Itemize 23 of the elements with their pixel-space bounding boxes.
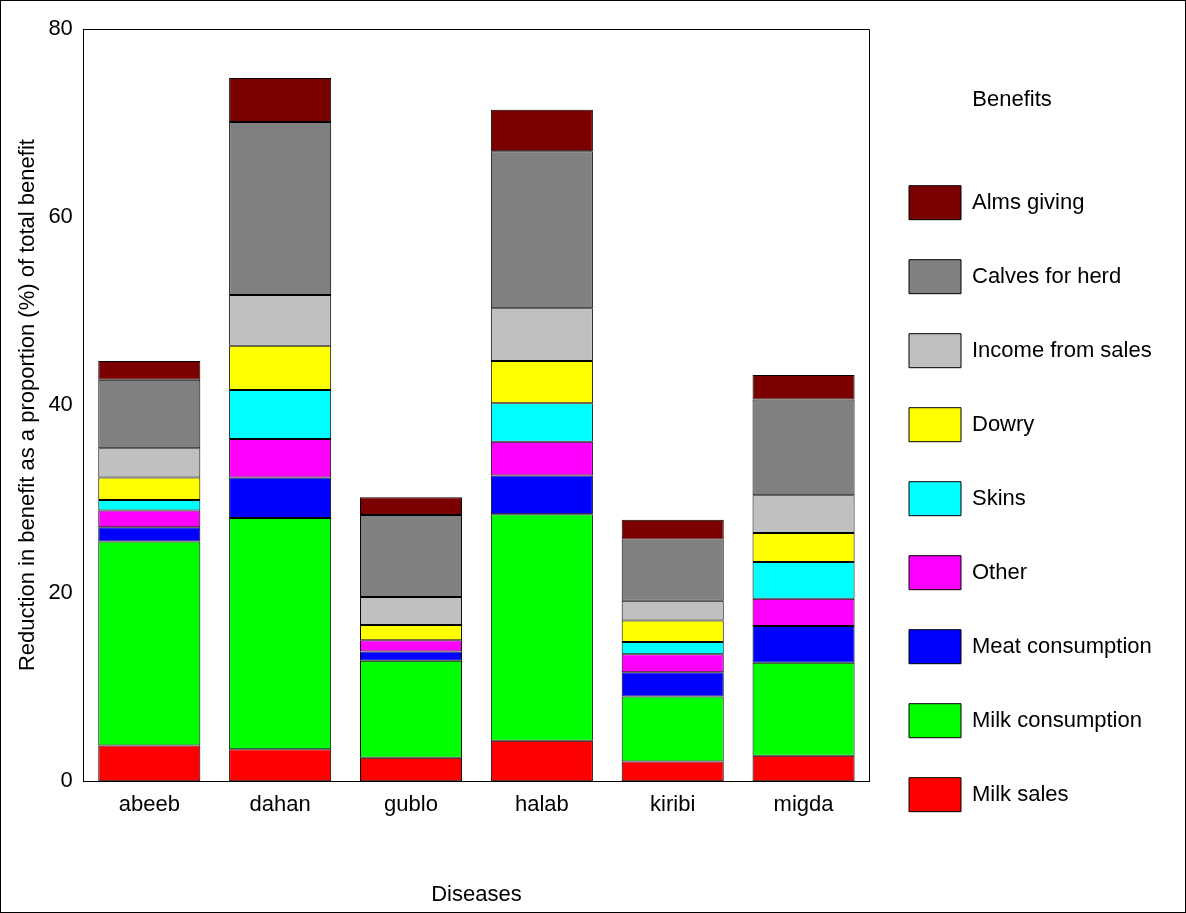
x-tick-label: dahan xyxy=(249,791,311,817)
x-tick-label: gublo xyxy=(384,791,438,817)
legend-label: Income from sales xyxy=(972,336,1152,362)
x-tick-label: abeeb xyxy=(118,791,180,817)
legend-label: Other xyxy=(972,558,1028,584)
legend-label: Meat consumption xyxy=(972,632,1152,658)
y-tick-label: 60 xyxy=(48,203,73,229)
y-tick-label: 80 xyxy=(48,15,73,41)
x-tick-label: kiribi xyxy=(650,791,696,817)
legend-label: Skins xyxy=(972,484,1026,510)
y-tick-label: 20 xyxy=(48,579,73,605)
legend-label: Milk sales xyxy=(972,780,1069,806)
y-tick-label: 40 xyxy=(48,391,73,417)
legend-label: Alms giving xyxy=(972,188,1085,214)
legend-label: Calves for herd xyxy=(972,262,1122,288)
x-tick-label: halab xyxy=(514,791,569,817)
legend-title: Benefits xyxy=(972,86,1052,112)
x-tick-label: migda xyxy=(773,791,835,817)
legend-label: Milk consumption xyxy=(972,706,1142,732)
y-tick-label: 0 xyxy=(60,767,73,793)
y-axis-title: Reduction in benefit as a proportion (%) of total benefit xyxy=(14,139,40,672)
legend-label: Dowry xyxy=(972,410,1035,436)
x-axis-title: Diseases xyxy=(431,880,522,906)
